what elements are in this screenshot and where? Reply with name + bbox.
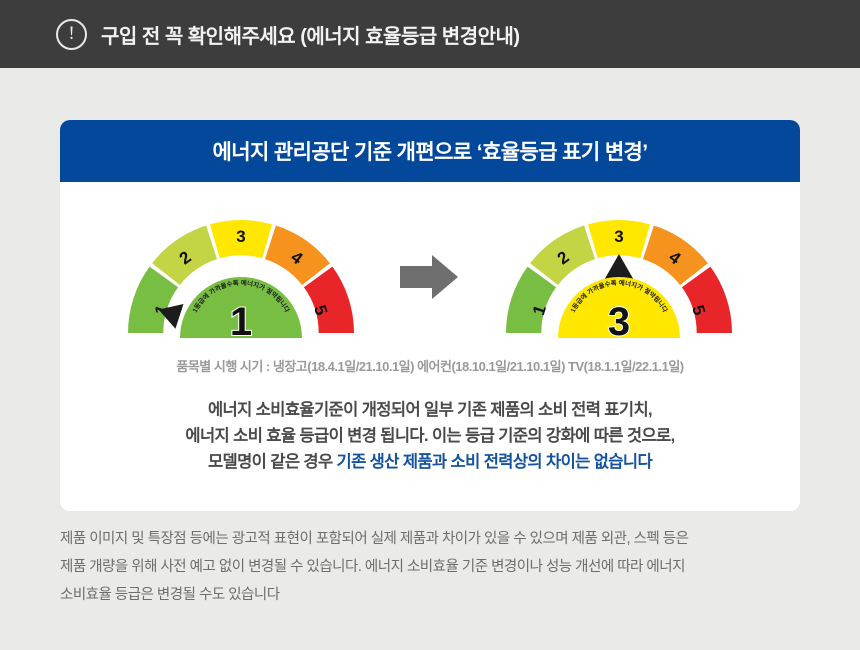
exclamation-glyph: ! [68,22,75,44]
after-arc-segment-4 [643,225,708,285]
after-arc-svg: 1 2 3 4 5 [506,220,732,333]
before-arc-segment-4 [265,225,330,285]
after-gauge-dome: 1등급에 가까울수록 에너지가 절약됩니다 3 [558,277,680,338]
disclaimer-line-3: 소비효율 등급은 변경될 수도 있습니다 [60,587,280,603]
disclaimer-line-2: 제품 개량을 위해 사전 예고 없이 변경될 수 있습니다. 에너지 소비효율 … [60,559,685,575]
card-banner: 에너지 관리공단 기준 개편으로 ‘효율등급 표기 변경’ [60,120,800,182]
after-segment-label-3: 3 [614,227,623,246]
notice-card: 에너지 관리공단 기준 개편으로 ‘효율등급 표기 변경’ 1 [60,120,800,511]
after-gauge-arc: 1 2 3 4 5 [502,216,736,338]
after-gauge: 1 2 3 4 5 1등급에 가까울수록 에너지가 절약됩니다 [502,216,736,338]
before-segment-label-3: 3 [236,227,245,246]
before-dome-note-svg: 1등급에 가까울수록 에너지가 절약됩니다 [192,278,292,314]
before-gauge-grade: 1 [229,300,253,338]
before-arc-segment-2 [152,225,217,285]
implementation-schedule-caption: 품목별 시행 시기 : 냉장고(18.4.1일/21.10.1일) 에어컨(18… [176,359,684,374]
after-arc-segment-2 [530,225,595,285]
exclamation-circle-icon: ! [56,18,87,50]
notice-body-line-2: 에너지 소비 효율 등급이 변경 됩니다. 이는 등급 기준의 강화에 따른 것… [185,427,675,445]
before-arc-segment-5 [303,266,354,333]
arrow-shaft [400,266,434,288]
before-gauge: 1 2 3 4 5 1등급에 가까울수록 에너지가 절약됩니다 [124,216,358,338]
after-arc-segment-3 [588,220,650,259]
before-gauge-arc: 1 2 3 4 5 [124,216,358,338]
disclaimer-line-1: 제품 이미지 및 특장점 등에는 광고적 표현이 포함되어 실제 제품과 차이가… [60,531,689,547]
before-gauge-dome: 1등급에 가까울수록 에너지가 절약됩니다 1 [180,277,302,338]
right-arrow-icon [400,255,460,299]
after-arc-segment-1 [506,266,557,333]
notice-body-line-3-prefix: 모델명이 같은 경우 [207,453,337,471]
page-title: 구입 전 꼭 확인해주세요 (에너지 효율등급 변경안내) [101,25,520,48]
notice-body: 에너지 소비효율기준이 개정되어 일부 기존 제품의 소비 전력 표기치, 에너… [60,397,800,475]
notice-body-line-3: 모델명이 같은 경우 기존 생산 제품과 소비 전력상의 차이는 없습니다 [60,449,800,475]
page-header: ! 구입 전 꼭 확인해주세요 (에너지 효율등급 변경안내) [0,0,860,68]
after-gauge-grade: 3 [607,300,631,338]
before-arc-segment-3 [210,220,272,259]
before-arc-segment-1 [128,266,179,333]
arrow-head [432,255,458,299]
card-banner-title: 에너지 관리공단 기준 개편으로 ‘효율등급 표기 변경’ [212,141,649,164]
after-arc-segment-5 [681,266,732,333]
disclaimer: 제품 이미지 및 특장점 등에는 광고적 표현이 포함되어 실제 제품과 차이가… [60,525,804,609]
after-dome-note-svg: 1등급에 가까울수록 에너지가 절약됩니다 [570,278,670,314]
before-arc-svg: 1 2 3 4 5 [128,220,354,333]
notice-body-highlight: 기존 생산 제품과 소비 전력상의 차이는 없습니다 [336,453,653,471]
card-body: 1 2 3 4 5 1등급에 가까울수록 에너지가 절약됩니다 [60,182,800,511]
gauge-comparison: 1 2 3 4 5 1등급에 가까울수록 에너지가 절약됩니다 [60,216,800,338]
notice-body-line-1: 에너지 소비효율기준이 개정되어 일부 기존 제품의 소비 전력 표기치, [207,401,653,419]
